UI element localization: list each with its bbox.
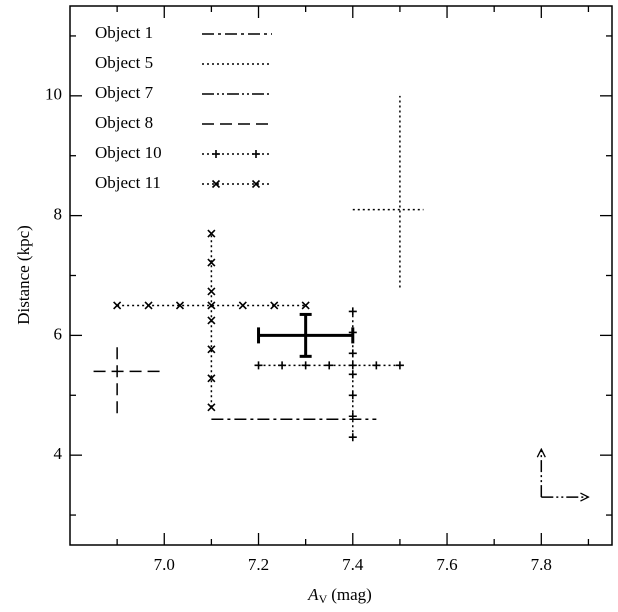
point-marker bbox=[348, 433, 357, 442]
x-label-subscript: V bbox=[319, 592, 328, 606]
point-marker bbox=[348, 391, 357, 400]
point-marker bbox=[278, 361, 287, 370]
point-marker bbox=[395, 361, 404, 370]
point-marker bbox=[207, 374, 216, 383]
point-marker bbox=[348, 349, 357, 358]
legend-label: Object 11 bbox=[95, 173, 161, 192]
point-marker bbox=[270, 301, 279, 310]
point-marker bbox=[348, 307, 357, 316]
legend-label: Object 5 bbox=[95, 53, 153, 72]
legend-label: Object 8 bbox=[95, 113, 153, 132]
x-tick-label: 7.6 bbox=[436, 555, 457, 574]
point-marker bbox=[207, 229, 216, 238]
point-marker bbox=[144, 301, 153, 310]
x-label-unit: (mag) bbox=[331, 585, 372, 604]
point-marker bbox=[207, 287, 216, 296]
x-tick-label: 7.4 bbox=[342, 555, 364, 574]
point-marker bbox=[325, 361, 334, 370]
point-marker bbox=[348, 412, 357, 421]
point-marker bbox=[301, 301, 310, 310]
legend-label: Object 10 bbox=[95, 143, 162, 162]
point-marker bbox=[211, 179, 221, 189]
point-marker bbox=[251, 179, 261, 189]
point-marker bbox=[372, 361, 381, 370]
legend-label: Object 1 bbox=[95, 23, 153, 42]
point-marker bbox=[212, 150, 220, 158]
point-marker bbox=[207, 316, 216, 325]
point-marker bbox=[113, 301, 122, 310]
point-marker bbox=[254, 361, 263, 370]
y-axis-label: Distance (kpc) bbox=[14, 225, 33, 325]
point-marker bbox=[348, 370, 357, 379]
y-tick-label: 6 bbox=[54, 324, 63, 343]
x-tick-label: 7.0 bbox=[154, 555, 175, 574]
point-marker bbox=[207, 345, 216, 354]
point-marker bbox=[207, 403, 216, 412]
x-axis-label: AV (mag) bbox=[307, 585, 372, 606]
legend-label: Object 7 bbox=[95, 83, 154, 102]
x-tick-label: 7.2 bbox=[248, 555, 269, 574]
y-tick-label: 4 bbox=[54, 444, 63, 463]
y-tick-label: 10 bbox=[45, 85, 62, 104]
x-label-symbol: A bbox=[307, 585, 319, 604]
point-marker bbox=[301, 361, 310, 370]
point-marker bbox=[252, 150, 260, 158]
point-marker bbox=[238, 301, 247, 310]
point-marker bbox=[207, 258, 216, 267]
x-tick-label: 7.8 bbox=[531, 555, 552, 574]
point-marker bbox=[175, 301, 185, 310]
y-tick-label: 8 bbox=[54, 205, 63, 224]
